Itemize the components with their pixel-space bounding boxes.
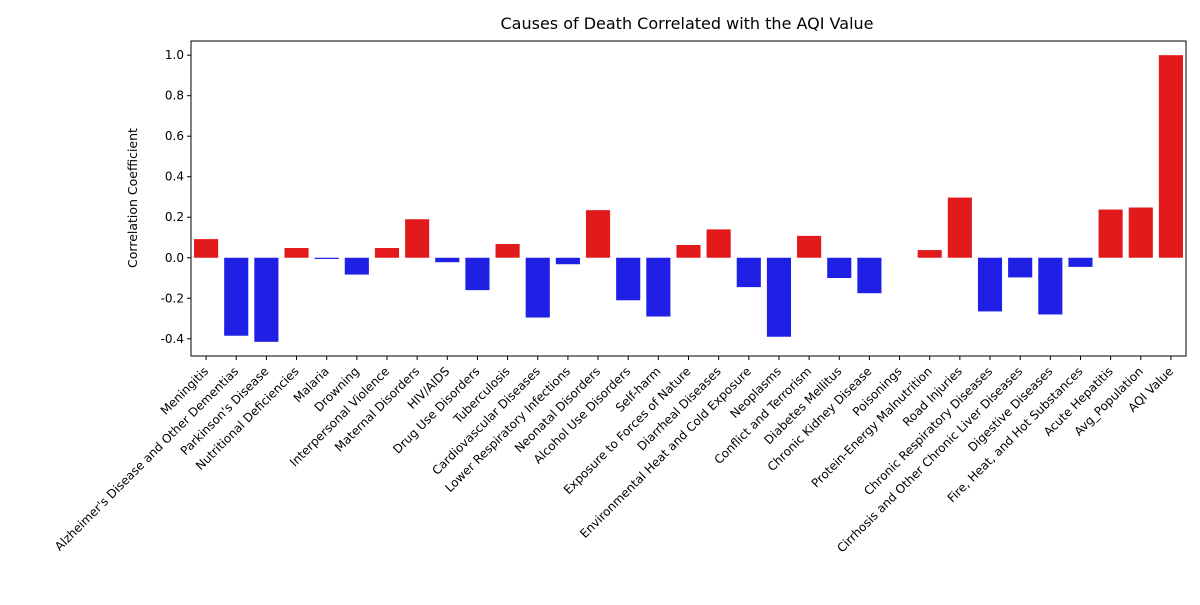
bar (374, 248, 400, 258)
bar (917, 250, 942, 258)
bar (314, 257, 339, 259)
y-axis-label: Correlation Coefficient (125, 128, 140, 268)
bar (435, 257, 460, 263)
bar (405, 219, 430, 258)
bar (1098, 209, 1123, 258)
bar (1068, 257, 1093, 267)
y-tick-label: 0.0 (165, 251, 184, 265)
bar (947, 197, 972, 258)
bar (827, 257, 852, 279)
bar (224, 257, 249, 336)
bar (766, 257, 792, 337)
bar (1128, 207, 1153, 258)
bar (1038, 257, 1063, 315)
bar (676, 244, 701, 258)
y-tick-label: 1.0 (165, 48, 184, 62)
bar (1158, 55, 1183, 258)
y-tick-label: -0.4 (161, 332, 184, 346)
y-tick-label: 0.4 (165, 170, 184, 184)
plot-frame (190, 40, 1187, 357)
y-tick-label: 0.8 (165, 89, 184, 103)
y-tick-label: 0.6 (165, 129, 184, 143)
bar (284, 248, 309, 258)
bar (254, 257, 279, 342)
bar (465, 257, 490, 291)
plot-area: -0.4-0.20.00.20.40.60.81.0MeningitisAlzh… (52, 40, 1187, 555)
bar (646, 257, 671, 317)
chart-title: Causes of Death Correlated with the AQI … (500, 14, 873, 33)
bar (616, 257, 641, 301)
y-tick-label: -0.2 (161, 291, 184, 305)
bar (706, 229, 731, 258)
bar (736, 257, 761, 288)
bar (585, 210, 611, 258)
bar (525, 257, 550, 318)
bar (194, 239, 219, 258)
bar (977, 257, 1003, 312)
bar (495, 243, 520, 258)
y-tick-label: 0.2 (165, 210, 184, 224)
bar (344, 257, 369, 275)
bar (797, 235, 822, 258)
bar (857, 257, 882, 294)
bar (555, 257, 580, 265)
bar (1008, 257, 1033, 278)
